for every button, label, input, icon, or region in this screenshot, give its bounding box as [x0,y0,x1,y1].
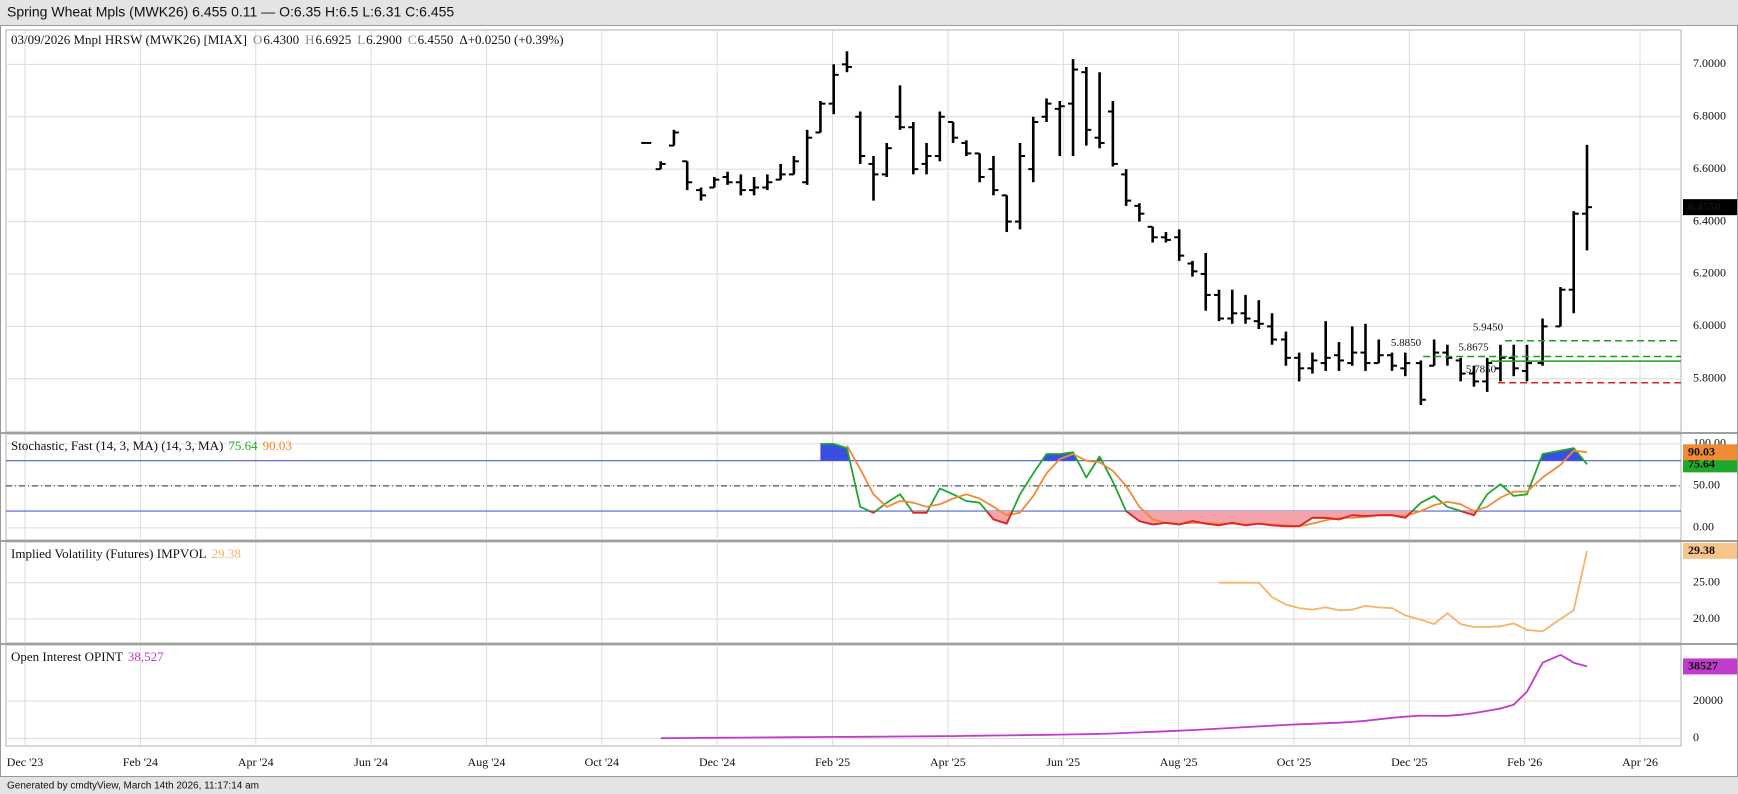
stoch-k-oversold-line [867,511,1478,528]
pane-background [5,644,1682,747]
x-tick-label: Feb '25 [815,755,850,769]
x-tick-label: Jun '25 [1046,755,1080,769]
pane-legend-value: 29.38 [212,546,241,561]
last-value-box [1683,456,1737,473]
stoch-line [846,445,1588,528]
header-part: O [253,32,262,47]
header-part: C [408,32,417,47]
x-tick-label: Oct '25 [1277,755,1312,769]
pane-legend: Stochastic, Fast (14, 3, MA) (14, 3, MA)… [11,438,292,453]
pane-legend: Implied Volatility (Futures) IMPVOL 29.38 [11,546,241,561]
pane-legend-title: Open Interest OPINT [11,649,123,664]
window-title: Spring Wheat Mpls (MWK26) 6.455 0.11 — O… [7,4,454,20]
price-level-label: 5.8675 [1458,342,1489,354]
last-value-box [1683,542,1737,559]
x-tick-label: Aug '25 [1160,755,1198,769]
x-tick-label: Dec '25 [1391,755,1427,769]
footer-text: Generated by cmdtyView, March 14th 2026,… [7,781,259,792]
pane-background [5,541,1682,644]
x-tick-label: Oct '24 [585,755,620,769]
header-part: 6.2900 [366,32,402,47]
indicator-line [660,654,1588,740]
header-part: 6.4550 [418,32,454,47]
y-tick-label: 6.2000 [1693,266,1726,280]
y-tick-label: 7.0000 [1693,56,1726,70]
pane-legend: Open Interest OPINT 38,527 [11,649,164,664]
x-tick-label: Dec '24 [699,755,735,769]
last-price-label: 6.4550 [1688,199,1721,213]
y-tick-label: 6.4000 [1693,213,1726,227]
header-part: 6.4300 [263,32,299,47]
x-tick-label: Jun '24 [354,755,388,769]
x-tick-label: Aug '24 [468,755,506,769]
indicator-line [1219,550,1588,633]
header-part: Δ+0.0250 (+0.39%) [459,32,563,47]
pane-legend-title: Stochastic, Fast (14, 3, MA) (14, 3, MA) [11,438,223,453]
y-tick-label: 6.0000 [1693,318,1726,332]
last-value-box [1683,658,1737,675]
header-part: 6.6925 [315,32,351,47]
y-tick-label: 20.00 [1693,611,1720,625]
title-bar [0,0,1738,25]
y-tick-label: 6.8000 [1693,108,1726,122]
y-tick-label: 5.8000 [1693,371,1726,385]
last-value-box [1683,444,1737,461]
stoch-oversold-fill [869,511,1477,527]
y-tick-label: 25.00 [1693,574,1720,588]
y-tick-label: 0.00 [1693,520,1714,534]
price-level-label: 5.7850 [1466,363,1497,375]
x-tick-label: Apr '24 [238,755,274,769]
x-tick-label: Apr '25 [930,755,966,769]
x-tick-label: Apr '26 [1622,755,1658,769]
y-tick-label: 50.00 [1693,478,1720,492]
x-tick-label: Feb '24 [123,755,158,769]
pane-legend-title: Implied Volatility (Futures) IMPVOL [11,546,207,561]
last-value-label: 90.03 [1688,445,1715,459]
chart-header: 03/09/2026 Mnpl HRSW (MWK26) [MIAX] O6.43… [11,32,564,47]
x-tick-label: Feb '26 [1507,755,1542,769]
header-part: H [305,32,314,47]
price-level-label: 5.9450 [1473,321,1504,333]
x-tick-label: Dec '23 [7,755,43,769]
pane-legend-value: 38,527 [128,649,164,664]
footer-bar [0,777,1738,794]
pane-legend-value: 75.64 [228,438,258,453]
last-price-box [1683,199,1737,216]
y-tick-label: 20000 [1693,693,1723,707]
pane-background [5,29,1682,433]
last-value-label: 38527 [1688,659,1718,673]
y-tick-label: 6.6000 [1693,161,1726,175]
header-part: L [357,32,365,47]
y-tick-label: 0 [1693,730,1699,744]
last-value-label: 29.38 [1688,543,1715,557]
pane-legend-value: 90.03 [263,438,292,453]
price-level-label: 5.8850 [1391,337,1422,349]
header-part: 03/09/2026 Mnpl HRSW (MWK26) [MIAX] [11,32,247,47]
